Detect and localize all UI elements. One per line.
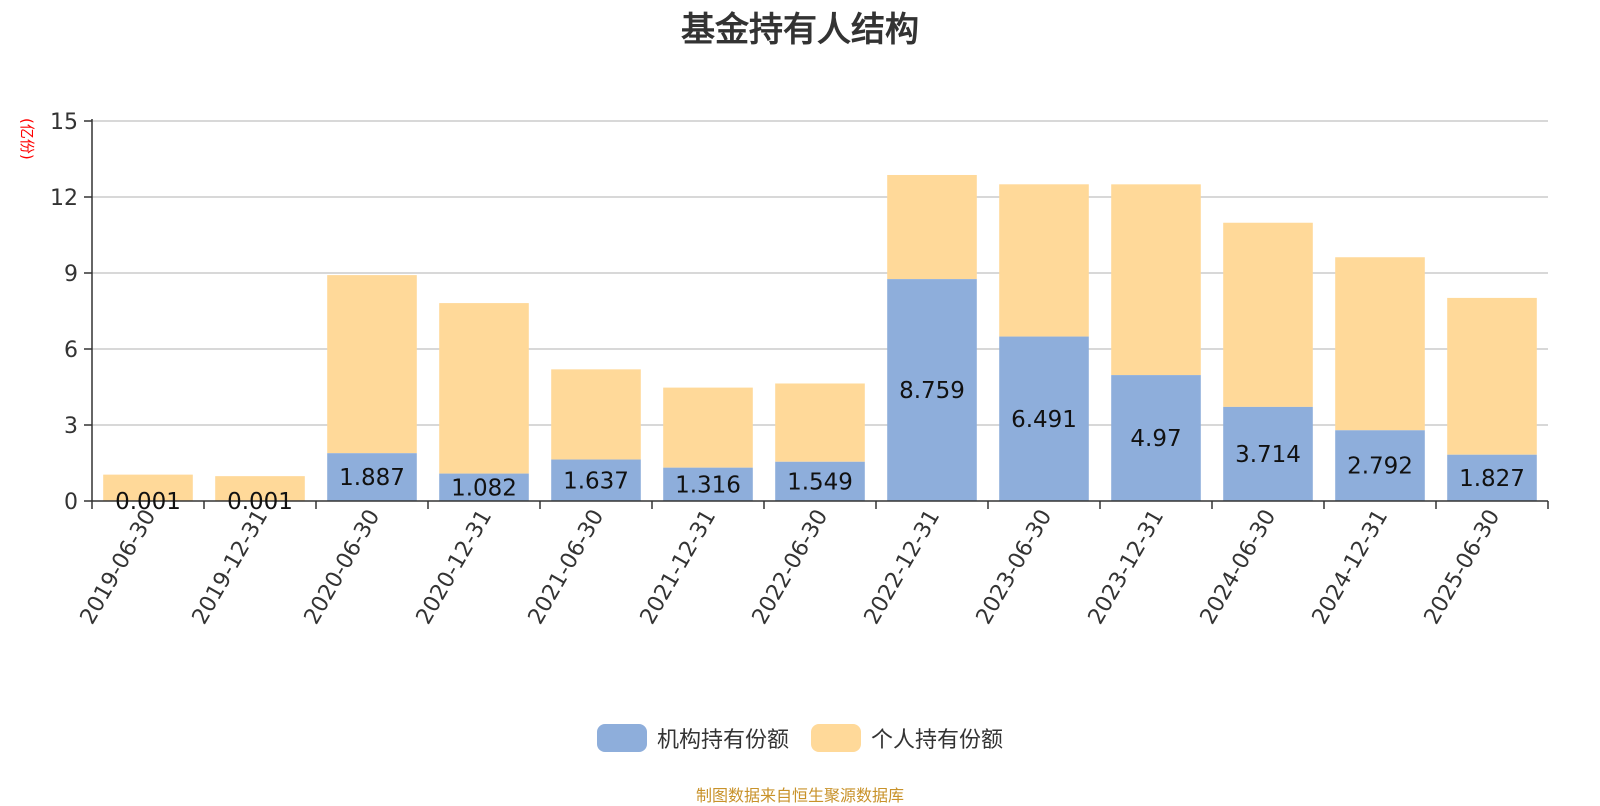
x-tick-label: 2025-06-30 — [1420, 506, 1506, 629]
data-label: 2.792 — [1347, 454, 1413, 480]
x-tick-label: 2021-12-31 — [636, 506, 722, 629]
x-tick-label: 2019-12-31 — [188, 506, 274, 629]
y-tick-label: 9 — [64, 262, 78, 287]
data-label: 1.637 — [563, 468, 629, 494]
data-label: 1.827 — [1459, 466, 1525, 492]
x-tick-label: 2022-12-31 — [860, 506, 946, 629]
legend: 机构持有份额 个人持有份额 — [0, 722, 1600, 754]
data-label: 4.97 — [1130, 426, 1181, 452]
bar-individual — [327, 275, 417, 453]
bar-individual — [775, 383, 865, 461]
bar-individual — [887, 175, 977, 279]
source-note: 制图数据来自恒生聚源数据库 — [0, 782, 1600, 806]
legend-swatch-institutional — [597, 724, 647, 752]
bar-individual — [1111, 184, 1201, 375]
y-tick-label: 3 — [64, 414, 78, 439]
y-axis-unit-label: (亿份) — [20, 118, 42, 172]
y-tick-label: 12 — [50, 186, 78, 211]
y-axis-unit-text: (亿份) — [17, 118, 38, 160]
bar-individual — [1223, 223, 1313, 407]
bar-individual — [663, 388, 753, 468]
x-tick-label: 2024-12-31 — [1308, 506, 1394, 629]
x-tick-label: 2019-06-30 — [76, 506, 162, 629]
y-tick-label: 6 — [64, 338, 78, 363]
x-tick-label: 2021-06-30 — [524, 506, 610, 629]
bar-individual — [439, 303, 529, 473]
x-tick-label: 2020-12-31 — [412, 506, 498, 629]
data-label: 8.759 — [899, 378, 965, 404]
data-label: 1.549 — [787, 469, 853, 495]
data-label: 6.491 — [1011, 407, 1077, 433]
bar-individual — [551, 369, 641, 459]
x-tick-label: 2020-06-30 — [300, 506, 386, 629]
x-tick-label: 2022-06-30 — [748, 506, 834, 629]
data-label: 1.082 — [451, 475, 517, 501]
legend-label-institutional: 机构持有份额 — [657, 722, 789, 754]
legend-item-institutional[interactable]: 机构持有份额 — [597, 722, 789, 754]
legend-label-individual: 个人持有份额 — [871, 722, 1003, 754]
bar-individual — [1335, 257, 1425, 430]
y-tick-label: 0 — [64, 490, 78, 515]
bar-individual — [999, 184, 1089, 336]
bar-individual — [1447, 298, 1537, 455]
data-label: 1.887 — [339, 465, 405, 491]
data-label: 3.714 — [1235, 442, 1301, 468]
y-tick-label: 15 — [50, 110, 78, 135]
x-tick-label: 2023-06-30 — [972, 506, 1058, 629]
data-label: 1.316 — [675, 472, 741, 498]
legend-item-individual[interactable]: 个人持有份额 — [811, 722, 1003, 754]
x-tick-label: 2024-06-30 — [1196, 506, 1282, 629]
x-tick-label: 2023-12-31 — [1084, 506, 1170, 629]
legend-swatch-individual — [811, 724, 861, 752]
